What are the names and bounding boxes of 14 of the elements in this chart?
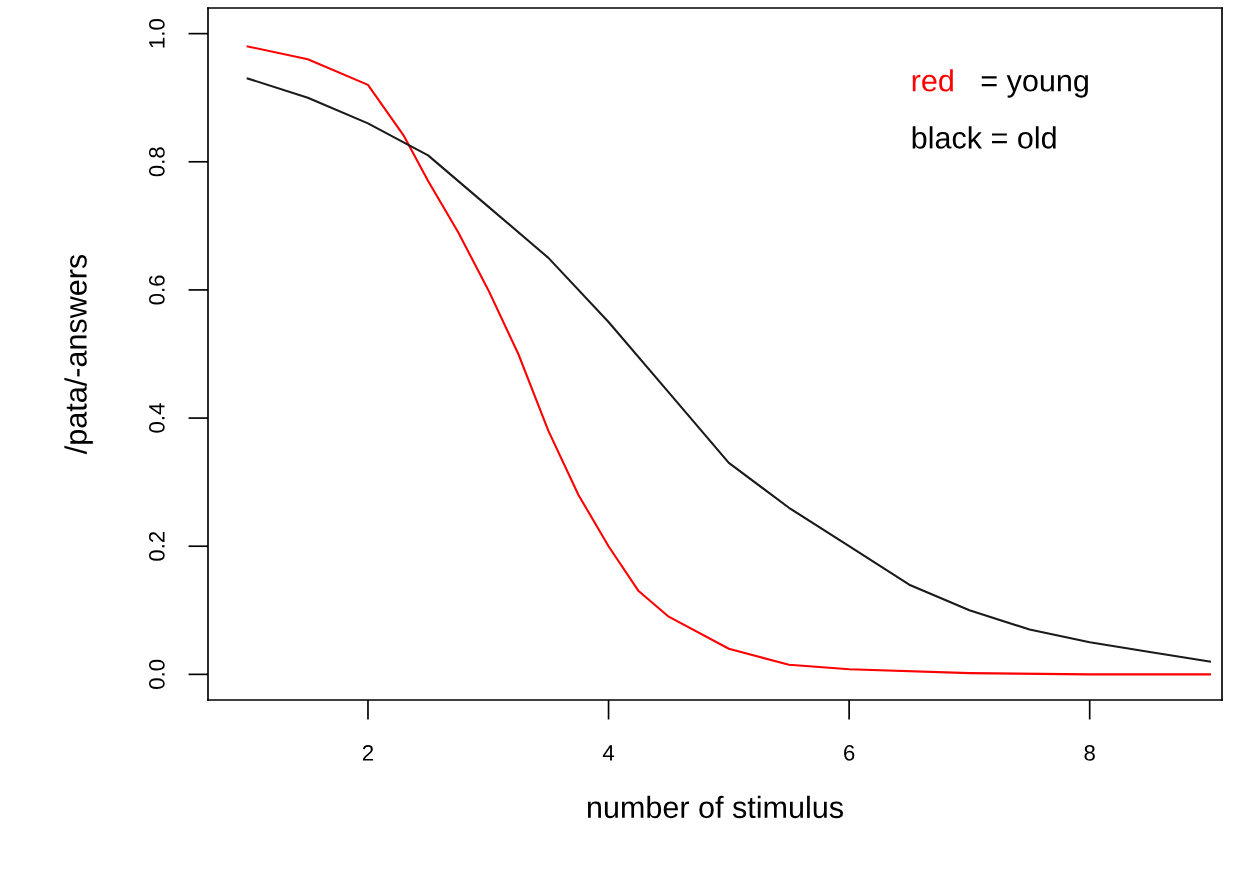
x-tick-label: 6 bbox=[844, 745, 855, 761]
y-tick-label: 1.0 bbox=[148, 19, 165, 48]
y-tick-label: 0.6 bbox=[148, 275, 165, 305]
y-tick-label: 0.2 bbox=[148, 531, 165, 561]
x-tick-label: 4 bbox=[602, 745, 615, 761]
annotation: red = young bbox=[912, 69, 1088, 98]
x-tick-label: 8 bbox=[1084, 745, 1095, 761]
y-tick-label: 0.0 bbox=[148, 659, 165, 689]
y-tick-label: 0.4 bbox=[148, 403, 165, 433]
annotation: black = old bbox=[912, 126, 1056, 149]
x-axis-title: number of stimulus bbox=[587, 795, 843, 819]
y-tick-label: 0.8 bbox=[148, 147, 165, 177]
x-tick-label: 2 bbox=[362, 745, 374, 761]
y-axis-title: /pata/-answers bbox=[64, 254, 93, 455]
